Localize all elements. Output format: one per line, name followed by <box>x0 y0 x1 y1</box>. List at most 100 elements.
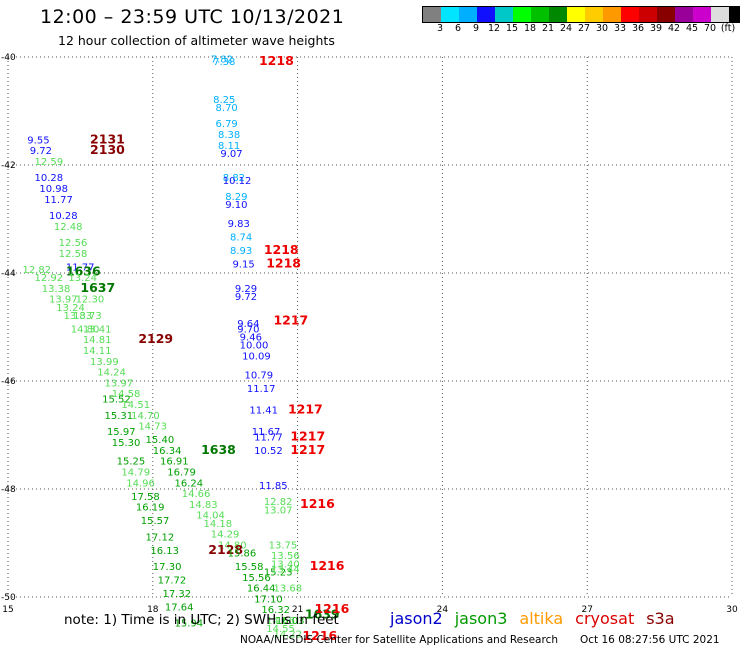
wave-height-value: 13.56 <box>271 551 300 562</box>
latitude-tick-label: -46 <box>1 377 16 387</box>
wave-height-value: 9.29 <box>235 284 257 295</box>
color-scale-legend <box>422 6 740 23</box>
color-swatch <box>603 7 621 22</box>
pass-time-label: 2131 <box>90 131 125 146</box>
pass-time-label: 2130 <box>90 142 125 157</box>
latitude-tick-label: -50 <box>1 593 16 603</box>
latitude-tick-label: -48 <box>1 485 16 495</box>
wave-height-value: 12.48 <box>54 222 83 233</box>
color-swatch <box>477 7 495 22</box>
wave-height-value: 11.77 <box>254 432 283 443</box>
pass-time-label: 2128 <box>208 542 243 557</box>
wave-height-value: 16.79 <box>167 468 196 479</box>
color-scale-label: 9 <box>472 23 480 34</box>
color-scale-label: 3 <box>436 23 444 34</box>
wave-height-value: 15.25 <box>117 457 146 468</box>
pass-time-label: 1216 <box>310 558 345 573</box>
wave-height-value: 14.70 <box>131 411 160 422</box>
color-scale-label: 21 <box>541 23 555 34</box>
latitude-tick-label: -42 <box>1 161 16 171</box>
color-scale-label: 42 <box>667 23 681 34</box>
wave-height-value: 8.29 <box>225 192 247 203</box>
color-swatch <box>567 7 585 22</box>
wave-height-value: 8.11 <box>218 141 240 152</box>
wave-height-value: 17.10 <box>254 594 283 605</box>
wave-height-value: 15.58 <box>235 562 264 573</box>
color-scale-label: 15 <box>505 23 519 34</box>
color-swatch <box>639 7 657 22</box>
wave-height-value: 10.00 <box>240 341 269 352</box>
generated-timestamp: Oct 16 08:27:56 UTC 2021 <box>580 634 720 646</box>
wave-height-value: 9.55 <box>27 135 49 146</box>
wave-height-value: 13.44 <box>271 565 300 576</box>
wave-height-value: 14.56 <box>266 616 295 627</box>
wave-height-value: 15.86 <box>228 549 257 560</box>
wave-height-value: 14.81 <box>83 335 112 346</box>
wave-height-value: 15.40 <box>146 435 175 446</box>
wave-height-value: 8.74 <box>230 233 252 244</box>
wave-height-value: 9.70 <box>237 324 259 335</box>
pass-time-label: 1637 <box>80 280 115 295</box>
wave-height-value: 14.73 <box>138 422 167 433</box>
wave-height-value: 13.40 <box>271 559 300 570</box>
wave-height-value: 13.07 <box>264 505 293 516</box>
wave-height-value: 14.55 <box>266 624 295 635</box>
color-scale-label: 24 <box>559 23 573 34</box>
color-swatch <box>459 7 477 22</box>
wave-height-value: 17.12 <box>146 532 175 543</box>
wave-height-value: 8.82 <box>223 173 245 184</box>
wave-height-value: 8.93 <box>230 246 252 257</box>
wave-height-value: 14.83 <box>189 500 218 511</box>
wave-height-value: 13.97 <box>49 295 78 306</box>
wave-height-value: 11.17 <box>247 384 276 395</box>
map-grid <box>7 56 733 598</box>
wave-height-value: 17.72 <box>158 576 187 587</box>
wave-height-value: 11.77 <box>66 262 95 273</box>
pass-time-label: 1216 <box>302 628 337 643</box>
color-scale-label: 18 <box>523 23 537 34</box>
wave-height-value: 10.28 <box>35 173 64 184</box>
wave-height-value: 12.56 <box>59 238 88 249</box>
wave-height-value: 6.79 <box>216 119 238 130</box>
color-swatch <box>423 7 441 22</box>
color-scale-label: 33 <box>613 23 627 34</box>
wave-height-value: 14.58 <box>112 389 141 400</box>
wave-height-value: 13.97 <box>105 378 134 389</box>
color-scale-label: 70 <box>703 23 717 34</box>
wave-height-value: 9.72 <box>30 146 52 157</box>
satellite-legend-item: s3a <box>646 609 675 628</box>
wave-height-labels: 213121309.559.7212.5910.2810.9811.7710.2… <box>22 53 349 643</box>
wave-height-value: 9.83 <box>228 219 250 230</box>
wave-height-value: 9.64 <box>237 319 259 330</box>
pass-time-label: 1217 <box>290 428 325 443</box>
wave-height-value: 10.28 <box>49 211 78 222</box>
wave-height-value: 8.25 <box>213 95 235 106</box>
wave-height-value: 14.11 <box>83 346 112 357</box>
color-scale-label: 45 <box>685 23 699 34</box>
wave-height-value: 14.80 <box>218 540 247 551</box>
pass-time-label: 1217 <box>290 442 325 457</box>
wave-height-value: 15.31 <box>105 411 134 422</box>
wave-height-value: 11.77 <box>44 195 73 206</box>
wave-height-value: 14.66 <box>182 489 211 500</box>
wave-height-value: 8.70 <box>216 103 238 114</box>
pass-time-label: 1216 <box>314 601 349 616</box>
wave-height-value: 15.56 <box>242 573 271 584</box>
color-swatch <box>693 7 711 22</box>
credit-line: NOAA/NESDIS Center for Satellite Applica… <box>240 634 558 646</box>
color-swatch <box>675 7 693 22</box>
color-swatch <box>729 7 740 22</box>
wave-height-value: 9.46 <box>240 333 262 344</box>
wave-height-value: 12.59 <box>35 157 64 168</box>
units-note: note: 1) Time is in UTC; 2) SWH is in fe… <box>64 612 339 628</box>
wave-height-value: 7.82 <box>211 54 233 65</box>
color-swatch <box>585 7 603 22</box>
pass-time-label: 1636 <box>66 264 101 279</box>
pass-time-label: 2129 <box>138 331 173 346</box>
satellite-legend: jason2 jason3 altika cryosat s3a <box>390 609 687 628</box>
pass-time-label: 1216 <box>300 496 335 511</box>
wave-height-value: 13.83 <box>64 311 93 322</box>
wave-height-value: 16.44 <box>247 584 276 595</box>
longitude-tick-label: 18 <box>147 605 159 615</box>
